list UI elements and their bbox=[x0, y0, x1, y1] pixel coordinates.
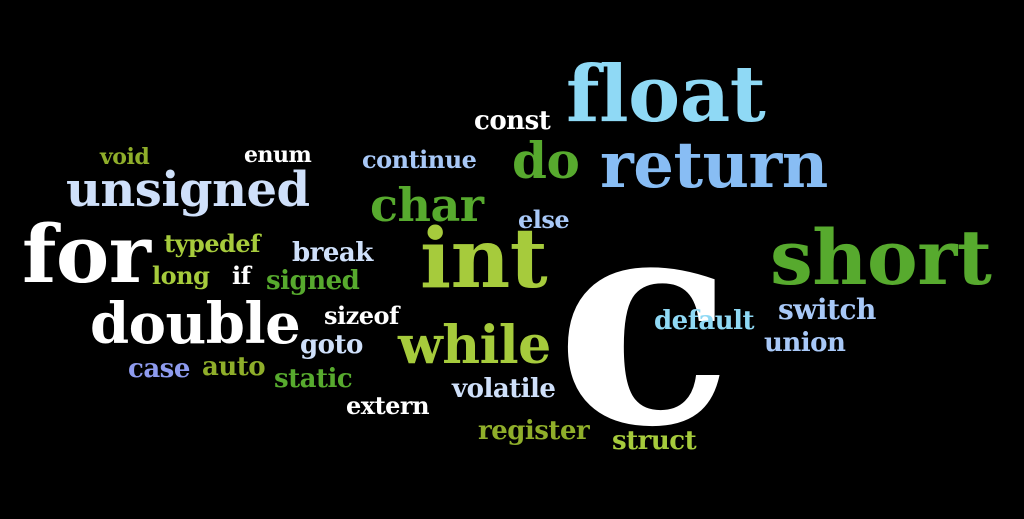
word-static: static bbox=[274, 364, 353, 394]
word-int: int bbox=[420, 211, 548, 307]
word-break: break bbox=[292, 238, 373, 268]
word-struct: struct bbox=[612, 426, 697, 456]
word-switch: switch bbox=[778, 293, 876, 326]
word-union: union bbox=[764, 328, 846, 358]
word-while: while bbox=[398, 315, 551, 376]
word-extern: extern bbox=[346, 391, 430, 420]
word-void: void bbox=[100, 144, 150, 170]
word-signed: signed bbox=[266, 266, 360, 296]
word-case: case bbox=[128, 354, 190, 384]
word-typedef: typedef bbox=[164, 229, 260, 258]
word-short: short bbox=[770, 213, 992, 302]
word-return: return bbox=[600, 128, 828, 203]
word-continue: continue bbox=[362, 145, 477, 174]
word-enum: enum bbox=[244, 142, 312, 168]
word-volatile: volatile bbox=[452, 374, 556, 404]
word-double: double bbox=[90, 291, 301, 357]
word-sizeof: sizeof bbox=[324, 301, 399, 330]
word-unsigned: unsigned bbox=[66, 162, 310, 218]
word-char: char bbox=[370, 178, 484, 232]
word-const: const bbox=[474, 106, 551, 136]
word-auto: auto bbox=[202, 352, 266, 382]
word-for: for bbox=[22, 207, 151, 301]
word-if: if bbox=[232, 261, 251, 290]
word-goto: goto bbox=[300, 330, 363, 360]
word-float: float bbox=[566, 49, 766, 140]
word-register: register bbox=[478, 416, 590, 446]
word-default: default bbox=[654, 306, 755, 336]
word-do: do bbox=[512, 131, 580, 190]
word-long: long bbox=[152, 261, 210, 290]
word-else: else bbox=[518, 205, 570, 234]
word-c: c bbox=[556, 151, 733, 491]
